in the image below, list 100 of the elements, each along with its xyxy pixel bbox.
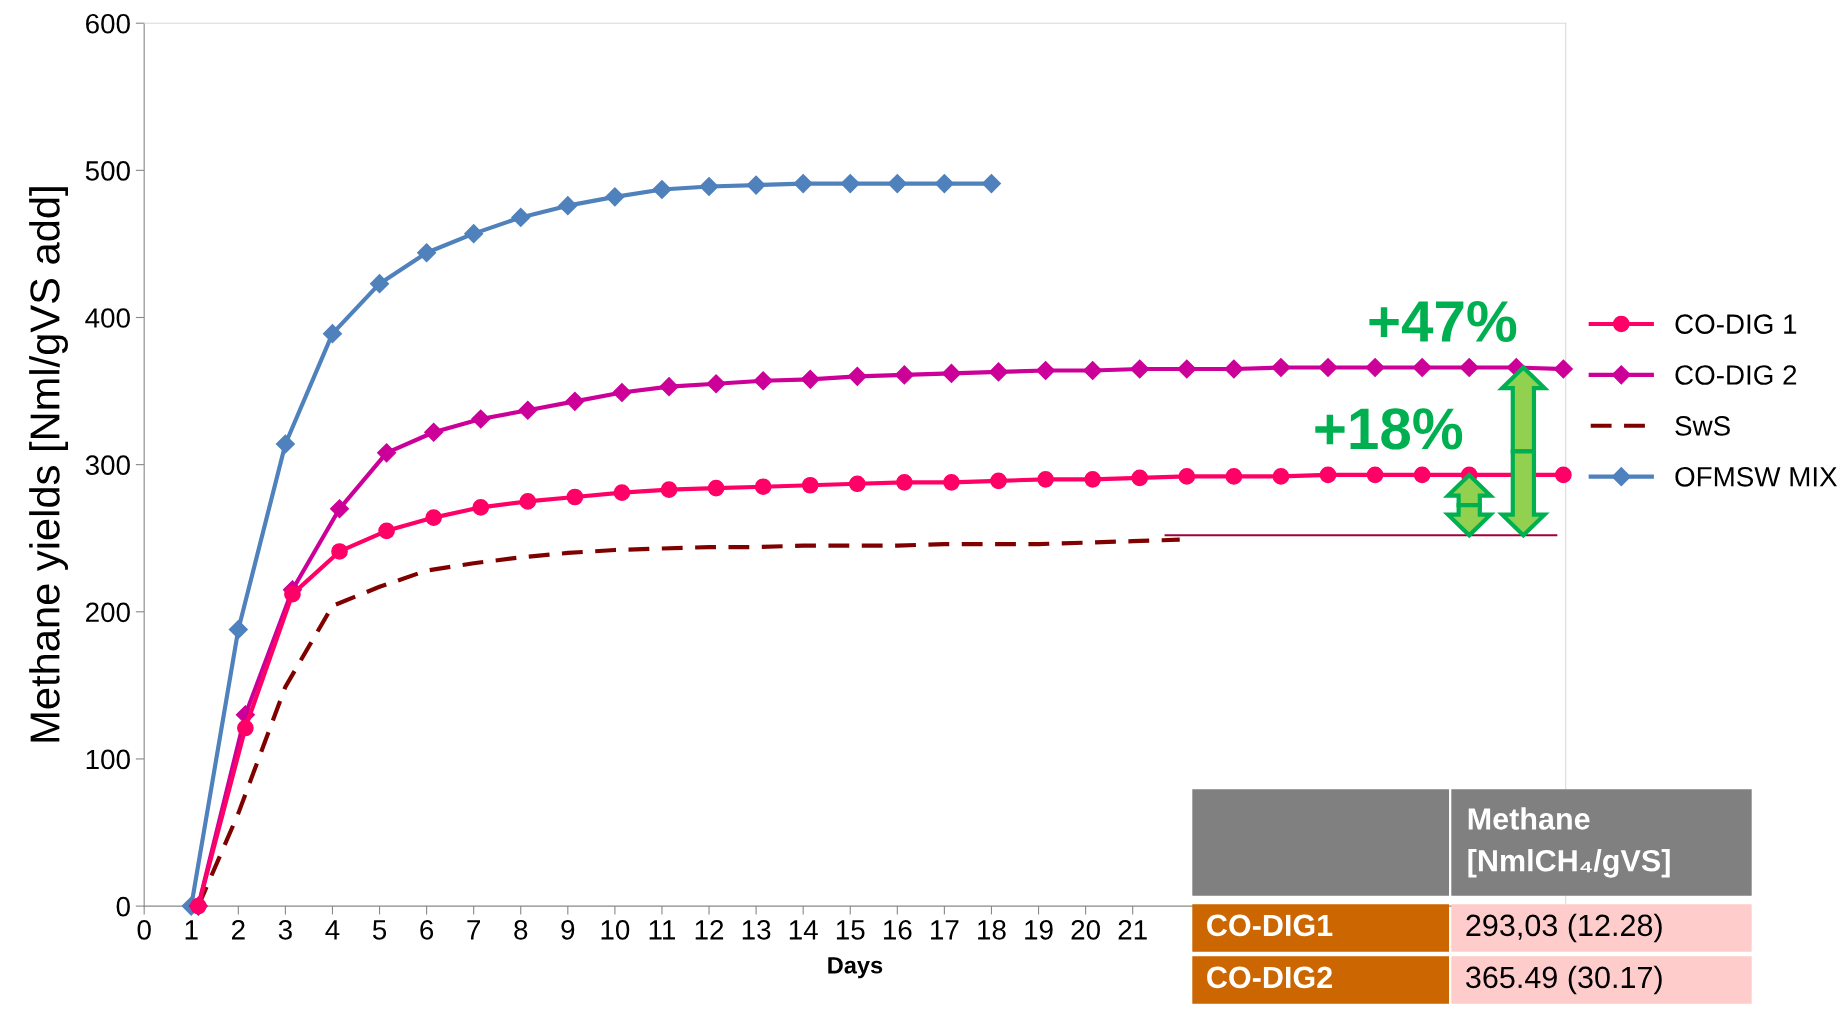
legend-label: OFMSW MIX [1675,466,1838,487]
point [943,473,960,491]
point [1224,359,1244,379]
x-tick-label: 1 [185,920,198,940]
x-tick-label: 5 [372,920,387,940]
point [699,177,719,197]
point [329,499,350,519]
point [1271,357,1291,378]
point [1083,360,1103,381]
x-tick-label: 15 [836,920,865,940]
x-tick-label: 8 [514,920,528,940]
point [425,509,442,526]
point [237,719,254,737]
point [331,543,348,560]
point [1318,357,1338,378]
point [377,443,397,463]
point [848,475,866,493]
legend-label: SwS [1675,416,1730,436]
point [1130,359,1150,379]
point [894,365,914,385]
point [800,369,820,389]
x-tick-label: 2 [231,920,245,940]
x-tick-label: 18 [978,920,1006,940]
point [605,187,625,207]
point [1037,471,1054,488]
point [1553,359,1573,379]
text: CO-DIG2 [1207,966,1332,989]
point [847,366,867,386]
point [941,363,961,383]
point [518,400,538,420]
point [1272,468,1290,485]
point [1131,469,1149,487]
x-tick-label: 20 [1071,920,1100,940]
point [378,522,395,540]
text: CO-DIG1 [1207,914,1333,937]
point [472,498,490,516]
point [424,422,444,442]
point [1412,357,1432,378]
point [887,174,907,194]
point [660,481,678,498]
point [558,196,578,216]
point [369,274,390,294]
point [284,585,301,603]
point [511,207,531,227]
y-tick-label: 500 [85,161,130,181]
point [464,224,484,244]
y-tick-label: 400 [85,308,130,328]
point [754,478,772,496]
annotation: Methane [NmlCH₄/gVS] [1468,807,1670,878]
y-tick-label: 300 [85,455,130,475]
point [1177,359,1197,379]
point [988,362,1009,382]
point [801,476,819,494]
x-tick-label: 7 [467,920,481,940]
x-tick-label: 12 [695,920,724,940]
point [1225,468,1243,485]
y-tick-label: 600 [86,13,130,34]
point [753,371,773,391]
x-tick-label: 6 [420,920,434,940]
x-tick-label: 13 [742,920,771,940]
point [275,434,295,454]
x-tick-label: 3 [278,920,292,940]
x-tick-label: 0 [137,920,151,940]
x-tick-label: 4 [325,920,340,940]
point [990,472,1007,490]
point [565,391,585,411]
point [1319,466,1337,484]
point [1036,360,1056,381]
point [840,174,860,194]
x-tick-label: 16 [883,920,912,940]
point [793,174,813,194]
y-tick-label: 100 [86,749,130,770]
x-tick-label: 21 [1118,920,1147,940]
x-tick-label: 14 [789,920,818,940]
x-tick-label: 11 [649,920,676,940]
point [659,377,679,397]
x-tick-label: 10 [601,920,630,940]
x-tick-label: 17 [931,920,959,940]
annotation: +18% [1315,408,1463,450]
point [1178,468,1196,485]
text: 293,03 (12.28) [1466,913,1662,943]
point [1413,466,1431,484]
point [896,473,913,491]
legend-label: CO-DIG 2 [1675,365,1797,385]
point [519,493,537,510]
point [566,488,584,506]
point [1459,357,1479,378]
point [322,324,342,344]
point [652,179,672,200]
y-tick-label: 200 [86,602,130,623]
y-tick-label: 0 [116,896,130,917]
point [1366,466,1384,484]
point [1365,357,1385,378]
x-tick-label: 19 [1025,920,1053,940]
point [612,383,632,403]
point [746,175,766,195]
annotation: +47% [1369,300,1517,342]
point [471,409,491,429]
point [228,619,248,639]
x-axis-title: Days [828,957,883,979]
